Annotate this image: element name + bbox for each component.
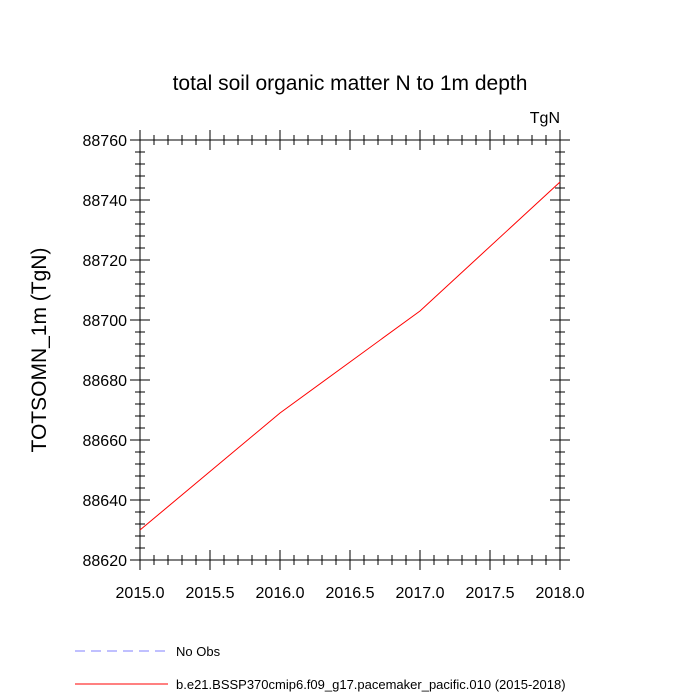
y-tick-label: 88640 bbox=[83, 493, 128, 510]
y-tick-label: 88660 bbox=[83, 433, 128, 450]
y-tick-label: 88760 bbox=[83, 133, 128, 150]
y-axis-ticks: 88620 88640 88660 88680 88700 88720 88740 88760 bbox=[83, 133, 570, 570]
x-tick-label: 2015.5 bbox=[186, 585, 235, 602]
series-layer bbox=[139, 181, 561, 531]
y-tick-label: 88700 bbox=[83, 313, 128, 330]
units-label: TgN bbox=[530, 110, 560, 127]
series-line-1 bbox=[139, 181, 561, 531]
chart-title: total soil organic matter N to 1m depth bbox=[173, 72, 528, 95]
x-axis-ticks: 2015.0 2015.5 2016.0 2016.5 2017.0 2017.5 2018… bbox=[116, 130, 585, 602]
x-tick-label: 2018.0 bbox=[536, 585, 585, 602]
x-tick-label: 2016.5 bbox=[326, 585, 375, 602]
legend-label-1: b.e21.BSSP370cmip6.f09_g17.pacemaker_pac… bbox=[176, 677, 566, 692]
x-tick-label: 2017.0 bbox=[396, 585, 445, 602]
y-tick-label: 88620 bbox=[83, 553, 128, 570]
plot-frame bbox=[139, 139, 561, 561]
legend: No Obs b.e21.BSSP370cmip6.f09_g17.pacemak… bbox=[75, 644, 566, 692]
y-tick-label: 88720 bbox=[83, 253, 128, 270]
y-tick-label: 88680 bbox=[83, 373, 128, 390]
x-tick-label: 2015.0 bbox=[116, 585, 165, 602]
x-tick-label: 2016.0 bbox=[256, 585, 305, 602]
legend-label-0: No Obs bbox=[176, 644, 221, 659]
x-tick-label: 2017.5 bbox=[466, 585, 515, 602]
y-axis-label: TOTSOMN_1m (TgN) bbox=[28, 248, 51, 453]
y-tick-label: 88740 bbox=[83, 193, 128, 210]
